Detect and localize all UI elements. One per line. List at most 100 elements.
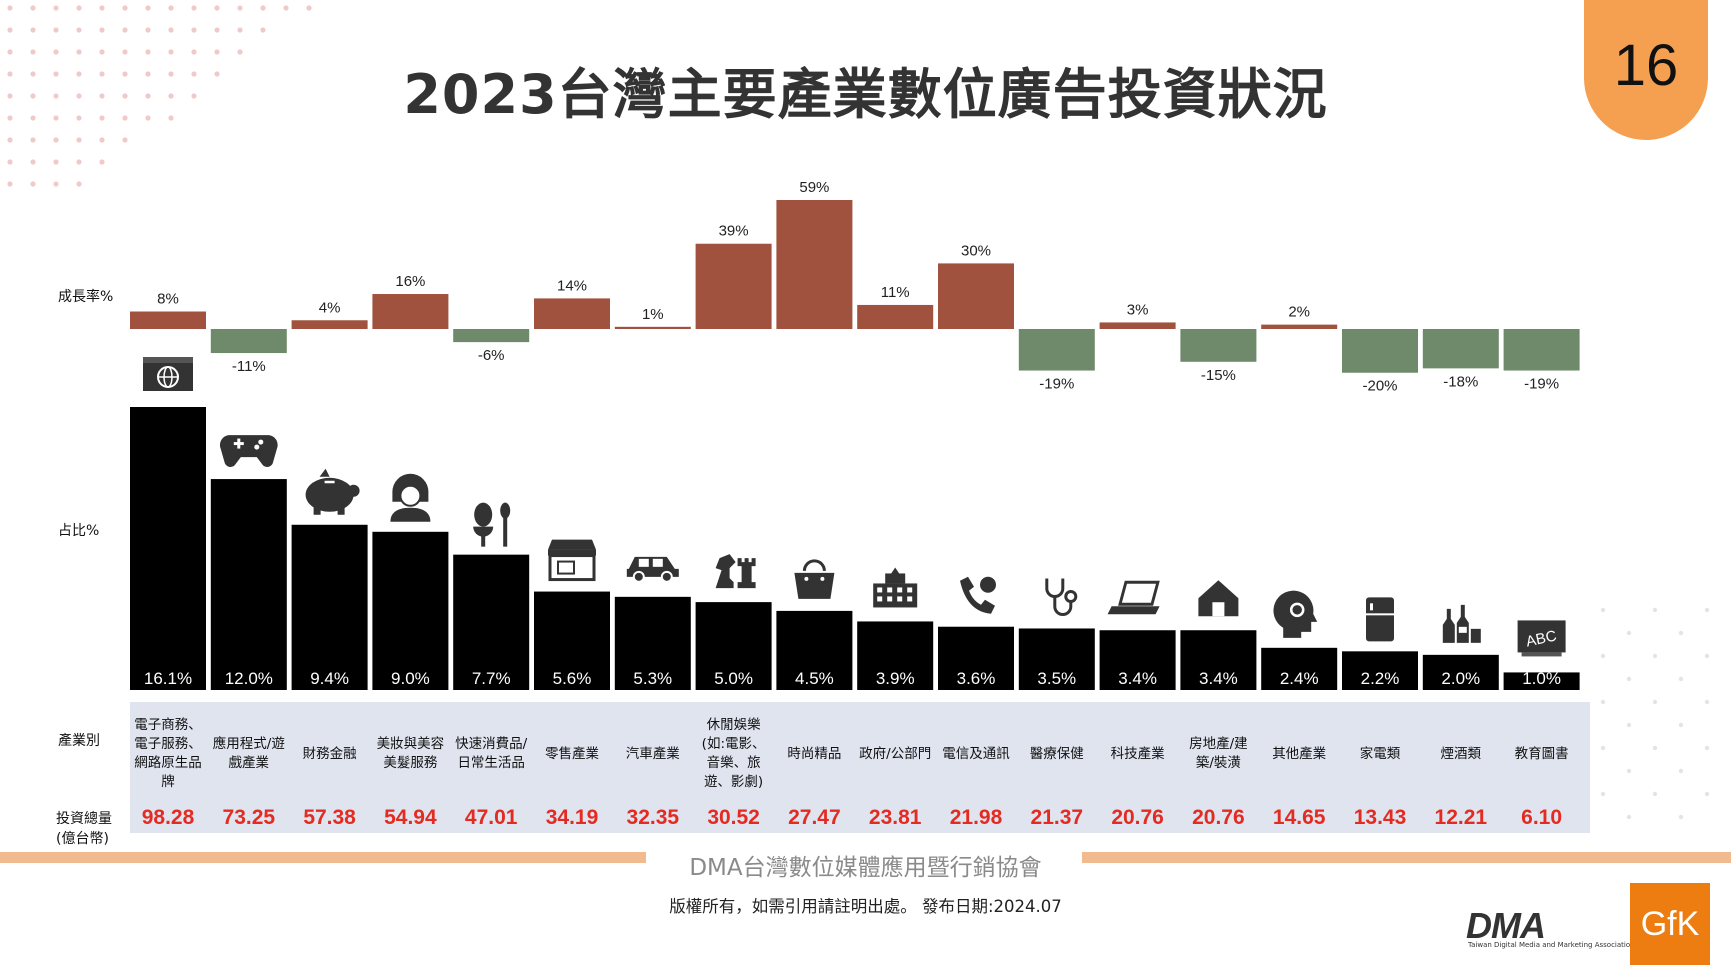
decorative-dot (260, 5, 266, 11)
dma-logo: DMA (1466, 905, 1546, 946)
growth-label: 14% (557, 277, 587, 294)
decorative-dot (1652, 699, 1658, 705)
decorative-dot (122, 115, 128, 121)
category-label-line: 房地產/建 (1189, 736, 1248, 752)
share-bar (938, 626, 1014, 690)
decorative-dot (1626, 768, 1632, 774)
investment-label-line1: 投資總量 (56, 811, 112, 827)
decorative-dot (1652, 607, 1658, 613)
growth-label: 1% (642, 306, 664, 323)
category-label-line: 電子服務、 (134, 736, 202, 752)
category-label: 時尚精品 (773, 712, 855, 796)
category-label-line: 科技產業 (1110, 745, 1165, 762)
share-label: 2.0% (1441, 669, 1480, 688)
share-bar (210, 479, 287, 690)
investment-row-label: 投資總量 (億台幣) (56, 809, 112, 849)
category-label-line: 戲產業 (228, 755, 270, 771)
svg-text:ABC: ABC (1524, 627, 1558, 650)
decorative-dot (1704, 607, 1710, 613)
decorative-dot (168, 115, 174, 121)
decorative-dot (76, 137, 82, 143)
share-bar (1099, 630, 1176, 690)
decorative-dot (99, 5, 105, 11)
share-label: 3.4% (1199, 669, 1238, 688)
decorative-dot (145, 115, 151, 121)
share-label: 4.5% (795, 669, 834, 688)
decorative-dot (76, 181, 82, 187)
share-label: 1.0% (1522, 669, 1561, 688)
decorative-dot (53, 71, 59, 77)
decorative-dot (1678, 814, 1684, 820)
investment-label-line2: (億台幣) (56, 831, 109, 847)
decorative-dot (122, 49, 128, 55)
share-bar (291, 524, 368, 690)
growth-bar (614, 326, 691, 329)
decorative-dot (99, 115, 105, 121)
chess-icon (715, 554, 756, 589)
phone-icon (960, 576, 996, 614)
investment-value: 30.52 (707, 806, 760, 829)
decorative-dot (122, 5, 128, 11)
category-label-line: (如:電影、 (701, 736, 766, 752)
investment-value: 57.38 (303, 806, 356, 829)
decorative-dot (7, 159, 13, 165)
decorative-dot (76, 93, 82, 99)
page-title: 2023台灣主要產業數位廣告投資狀況 (403, 63, 1328, 126)
growth-bar (372, 294, 449, 329)
share-bar (1503, 672, 1580, 690)
share-bar (1342, 651, 1418, 690)
category-label: 財務金融 (289, 712, 371, 796)
decorative-dot (237, 5, 243, 11)
decorative-dot (1600, 699, 1606, 705)
category-label-line: 遊、影劇) (703, 774, 764, 790)
share-label: 7.7% (472, 669, 511, 688)
decorative-dot (7, 181, 13, 187)
category-label: 快速消費品/日常生活品 (450, 712, 532, 796)
decorative-dot (168, 71, 174, 77)
category-label-line: 應用程式/遊 (212, 736, 285, 752)
decorative-dot (30, 71, 36, 77)
category-label-line: 其他產業 (1272, 745, 1327, 762)
decorative-dot (76, 159, 82, 165)
category-label-line: 政府/公部門 (859, 745, 932, 762)
category-label-line: 休閒娛樂 (706, 717, 761, 733)
category-label: 房地產/建 築/裝潢 (1177, 712, 1259, 796)
decorative-dot (191, 49, 197, 55)
decorative-dot (53, 27, 59, 33)
growth-label: -6% (478, 347, 505, 364)
growth-label: 3% (1127, 301, 1149, 318)
growth-label: 30% (961, 242, 991, 259)
growth-bar (453, 329, 530, 343)
growth-bar (1342, 329, 1418, 373)
decorative-dot (1626, 630, 1632, 636)
growth-bar (1503, 329, 1580, 371)
decorative-dot (99, 27, 105, 33)
decorative-dot (7, 49, 13, 55)
decorative-dot (145, 49, 151, 55)
growth-bar (776, 200, 853, 329)
investment-value: 21.98 (949, 806, 1003, 829)
share-label: 9.0% (391, 669, 430, 688)
investment-value: 12.21 (1434, 806, 1488, 829)
decorative-dot (1678, 630, 1684, 636)
decorative-dot (99, 93, 105, 99)
category-label-line: 美髮服務 (383, 755, 438, 771)
growth-label: 16% (395, 273, 425, 290)
category-label-line: 美妝與美容 (376, 736, 445, 752)
growth-label: 2% (1288, 304, 1310, 321)
growth-label: 4% (319, 299, 341, 316)
share-bar (1018, 628, 1095, 690)
share-bar (1261, 647, 1338, 690)
shop-icon (548, 539, 596, 582)
decorative-dot (30, 5, 36, 11)
abc-board-icon: ABC (1517, 620, 1566, 657)
decorative-dot (76, 27, 82, 33)
decorative-dot (122, 93, 128, 99)
decorative-dot (1678, 768, 1684, 774)
category-label: 零售產業 (531, 712, 613, 796)
decorative-dot (1626, 814, 1632, 820)
category-label: 政府/公部門 (854, 712, 936, 796)
decorative-dot (7, 137, 13, 143)
industry-row-label: 產業別 (58, 733, 100, 749)
decorative-dot (30, 159, 36, 165)
